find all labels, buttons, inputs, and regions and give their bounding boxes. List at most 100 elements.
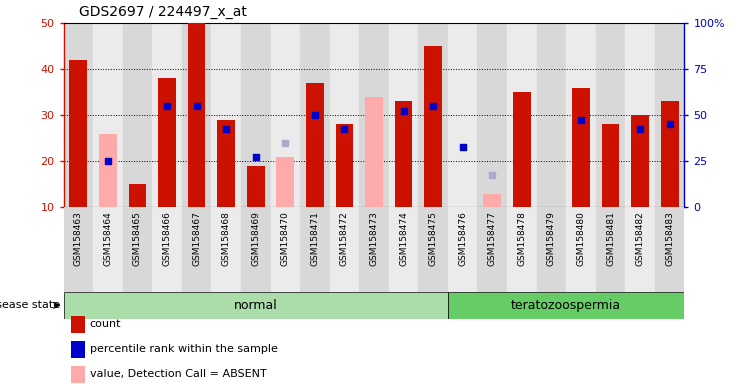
Text: GSM158474: GSM158474 — [399, 212, 408, 266]
Bar — [123, 23, 153, 207]
Point — [663, 121, 675, 127]
Bar — [507, 23, 536, 207]
Bar — [660, 101, 678, 207]
Text: GSM158470: GSM158470 — [280, 212, 289, 266]
Point — [634, 126, 646, 132]
Bar — [123, 207, 153, 292]
Text: GSM158466: GSM158466 — [162, 212, 171, 266]
Bar — [625, 207, 654, 292]
Point — [102, 158, 114, 164]
Bar — [212, 207, 241, 292]
Point — [191, 103, 203, 109]
Point — [250, 154, 262, 160]
Point — [161, 103, 173, 109]
FancyBboxPatch shape — [64, 292, 448, 319]
Bar — [153, 23, 182, 207]
Text: GSM158472: GSM158472 — [340, 212, 349, 266]
Bar — [277, 157, 294, 207]
Text: GSM158464: GSM158464 — [103, 212, 112, 266]
Text: teratozoospermia: teratozoospermia — [511, 299, 622, 312]
Point — [279, 140, 291, 146]
FancyBboxPatch shape — [448, 292, 684, 319]
Bar — [536, 207, 566, 292]
Bar — [64, 23, 94, 207]
Text: GSM158475: GSM158475 — [429, 212, 438, 266]
Text: percentile rank within the sample: percentile rank within the sample — [90, 344, 278, 354]
Text: GSM158477: GSM158477 — [488, 212, 497, 266]
Bar — [99, 134, 117, 207]
Point — [457, 144, 469, 151]
Point — [309, 112, 321, 118]
Bar — [129, 184, 147, 207]
Text: GSM158473: GSM158473 — [370, 212, 378, 266]
Bar — [654, 207, 684, 292]
Bar — [271, 207, 300, 292]
Text: GSM158471: GSM158471 — [310, 212, 319, 266]
Bar — [241, 23, 271, 207]
Text: value, Detection Call = ABSENT: value, Detection Call = ABSENT — [90, 369, 266, 379]
Text: count: count — [90, 319, 121, 329]
Point — [220, 126, 232, 132]
Bar — [389, 23, 418, 207]
Bar — [70, 60, 88, 207]
Text: GSM158463: GSM158463 — [74, 212, 83, 266]
Bar — [241, 207, 271, 292]
Bar — [418, 23, 448, 207]
Bar — [448, 23, 477, 207]
Text: normal: normal — [234, 299, 278, 312]
Text: GSM158481: GSM158481 — [606, 212, 615, 266]
Bar — [595, 23, 625, 207]
Text: GSM158469: GSM158469 — [251, 212, 260, 266]
Text: GSM158483: GSM158483 — [665, 212, 674, 266]
Point — [338, 126, 350, 132]
Bar — [536, 23, 566, 207]
Bar — [359, 207, 389, 292]
Bar — [513, 92, 530, 207]
Text: GSM158467: GSM158467 — [192, 212, 201, 266]
Bar — [424, 46, 442, 207]
Bar — [300, 23, 330, 207]
Bar — [359, 23, 389, 207]
Text: GSM158480: GSM158480 — [577, 212, 586, 266]
Bar — [94, 207, 123, 292]
Text: GSM158482: GSM158482 — [636, 212, 645, 266]
Bar — [566, 207, 595, 292]
Bar — [572, 88, 590, 207]
Bar — [389, 207, 418, 292]
Bar — [418, 207, 448, 292]
Bar — [188, 23, 206, 207]
Bar — [182, 23, 212, 207]
Bar — [330, 207, 359, 292]
Bar — [625, 23, 654, 207]
Bar — [64, 207, 94, 292]
Bar — [595, 207, 625, 292]
Bar — [158, 78, 176, 207]
Bar — [483, 194, 501, 207]
Text: GDS2697 / 224497_x_at: GDS2697 / 224497_x_at — [79, 5, 246, 19]
Bar — [300, 207, 330, 292]
Text: GSM158468: GSM158468 — [221, 212, 230, 266]
Bar — [448, 207, 477, 292]
Bar — [507, 207, 536, 292]
Bar — [182, 207, 212, 292]
Bar — [271, 23, 300, 207]
Bar — [395, 101, 412, 207]
Point — [398, 108, 410, 114]
Text: GSM158478: GSM158478 — [518, 212, 527, 266]
Text: GSM158476: GSM158476 — [459, 212, 468, 266]
Text: GSM158465: GSM158465 — [133, 212, 142, 266]
Bar — [477, 23, 507, 207]
Point — [427, 103, 439, 109]
Bar — [601, 124, 619, 207]
Point — [575, 117, 587, 123]
Bar — [654, 23, 684, 207]
Bar — [94, 23, 123, 207]
Bar — [218, 120, 235, 207]
Bar — [566, 23, 595, 207]
Text: GSM158479: GSM158479 — [547, 212, 556, 266]
Bar — [247, 166, 265, 207]
Bar — [330, 23, 359, 207]
Bar — [336, 124, 353, 207]
Bar — [631, 115, 649, 207]
Bar — [212, 23, 241, 207]
